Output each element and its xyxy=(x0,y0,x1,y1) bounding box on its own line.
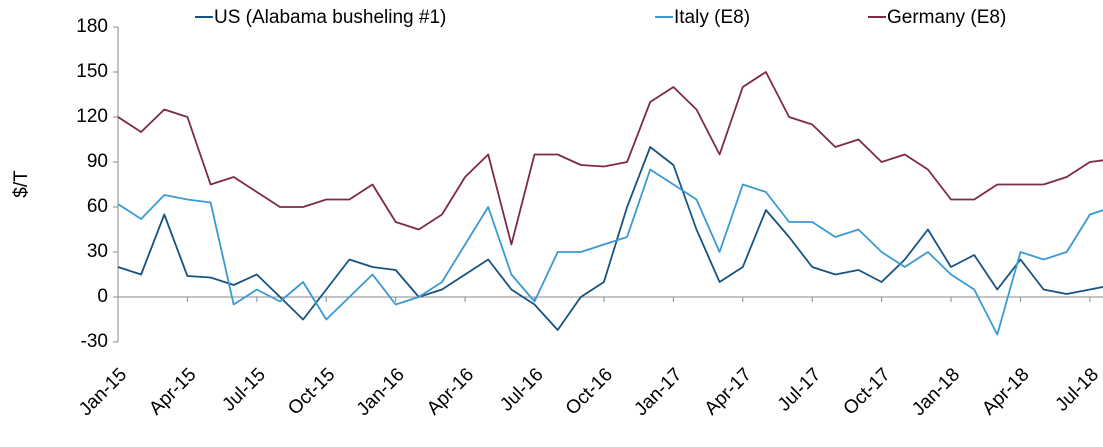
y-tick-label: 0 xyxy=(97,286,108,307)
series-line xyxy=(117,71,1103,246)
y-tick-label: 120 xyxy=(76,106,108,127)
legend-label: Italy (E8) xyxy=(674,7,750,28)
x-tick-label: Jul-18 xyxy=(1052,364,1103,415)
y-tick-label: 150 xyxy=(76,61,108,82)
x-tick-label: Jan-16 xyxy=(353,364,409,420)
x-tick-label: Apr-15 xyxy=(145,364,200,419)
series-line xyxy=(117,168,1103,336)
x-tick-label: Apr-17 xyxy=(701,364,756,419)
x-tick-label: Jul-16 xyxy=(496,364,547,415)
x-tick-label: Apr-18 xyxy=(978,364,1033,419)
x-tick-label: Jan-15 xyxy=(75,364,131,420)
y-tick-label: 90 xyxy=(87,151,108,172)
series-line xyxy=(117,146,1103,331)
legend-label: US (Alabama busheling #1) xyxy=(214,7,446,28)
x-tick-label: Oct-15 xyxy=(284,364,339,419)
y-tick-label: 180 xyxy=(76,16,108,37)
y-tick-label: -30 xyxy=(81,331,108,352)
x-tick-label: Apr-16 xyxy=(423,364,478,419)
y-axis-label: $/T xyxy=(11,170,32,198)
x-tick-label: Jul-17 xyxy=(774,364,825,415)
y-tick-label: 60 xyxy=(87,196,108,217)
y-tick-label: 30 xyxy=(87,241,108,262)
x-tick-label: Oct-17 xyxy=(840,364,895,419)
x-tick-label: Jan-18 xyxy=(908,364,964,420)
legend-label: Germany (E8) xyxy=(887,7,1006,28)
x-tick-label: Jan-17 xyxy=(631,364,687,420)
x-tick-label: Oct-16 xyxy=(562,364,617,419)
x-tick-label: Jul-15 xyxy=(218,364,269,415)
